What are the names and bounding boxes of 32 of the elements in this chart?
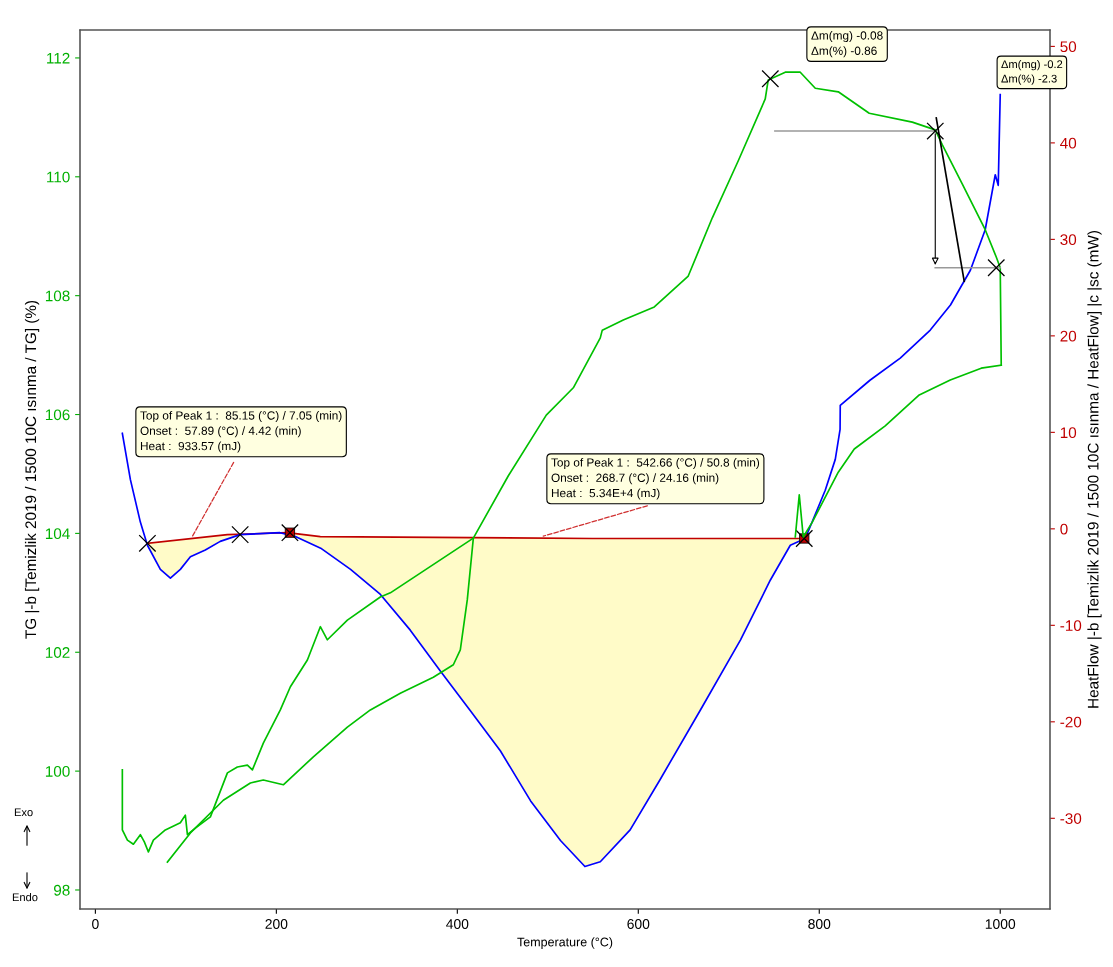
x-axis-title: Temperature (°C) [517,937,613,949]
y2-tick-label: -30 [1060,813,1082,824]
y-tick-label: 100 [45,765,70,777]
y2-tick-label: -10 [1060,620,1082,632]
y2-tick-label: -20 [1060,716,1082,728]
y-tick-label: 98 [54,884,70,896]
text: Endo [12,893,38,902]
y2-tick-label: 30 [1060,234,1077,246]
y2-tick-label: 40 [1060,137,1077,149]
y-tick-label: 108 [45,290,70,302]
y2-tick-label: 50 [1060,41,1077,53]
y-tick-label: 110 [47,171,70,183]
annotation: Top of Peak 1 : 85.15 (°C) / 7.05 (min) Onset : 57.89 (°C) / 4.42 (min) Heat : 933.57 (mJ) [140,411,342,453]
y-tick-label: 106 [45,409,70,421]
y2-tick-label: 10 [1060,427,1077,439]
y-tick-label: 102 [45,647,70,658]
x-tick-label: 200 [265,919,288,929]
x-tick-label: 600 [627,919,650,929]
x-tick-label: 1000 [985,919,1016,929]
y2-axis-title: HeatFlow |-b [Temizlik 2019 / 1500 10C ısınma / HeatFlow] |c |sc (mW) [1087,231,1102,708]
y-tick-label: 112 [47,52,70,64]
x-tick-label: 400 [446,919,469,929]
y2-tick-label: 0 [1060,523,1068,535]
x-tick-label: 0 [92,919,99,929]
annotation: Δm(mg) -0.2 Δm(%) -2.3 [1001,60,1063,85]
y2-tick-label: 20 [1060,330,1077,342]
annotation: Top of Peak 1 : 542.66 (°C) / 50.8 (min) Onset : 268.7 (°C) / 24.16 (min) Heat : 5.34E+4 (mJ) [551,458,760,500]
x-tick-label: 800 [808,919,831,929]
annotation: Δm(mg) -0.08 Δm(%) -0.86 [811,31,883,58]
y-axis-title: TG |-b [Temizlik 2019 / 1500 10C ısınma / TG] (%) [24,300,40,639]
text: Exo [14,808,33,817]
y-tick-label: 104 [45,528,70,540]
